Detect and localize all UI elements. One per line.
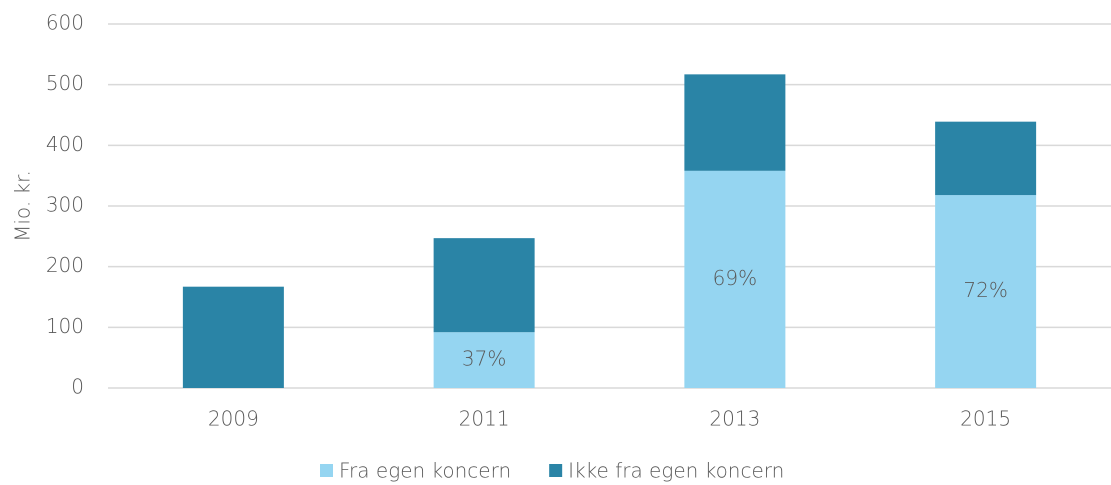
data-label: 37% bbox=[462, 347, 506, 371]
data-label: 69% bbox=[713, 266, 757, 290]
legend-label: Fra egen koncern bbox=[339, 459, 511, 483]
legend-label: Ikke fra egen koncern bbox=[568, 459, 784, 483]
bar-segment bbox=[433, 238, 535, 333]
y-tick-label: 500 bbox=[46, 71, 84, 95]
bar-segment bbox=[182, 286, 284, 388]
data-label: 72% bbox=[963, 278, 1007, 302]
bar-segment bbox=[935, 195, 1037, 388]
y-tick-label: 200 bbox=[46, 253, 84, 277]
x-tick-label: 2009 bbox=[208, 407, 259, 431]
legend-swatch bbox=[549, 464, 563, 477]
bar-segment bbox=[684, 74, 786, 171]
y-tick-label: 600 bbox=[46, 11, 84, 35]
legend-swatch bbox=[320, 464, 333, 477]
y-tick-label: 0 bbox=[71, 375, 84, 399]
x-tick-label: 2013 bbox=[709, 407, 760, 431]
y-axis-label: Mio. kr. bbox=[11, 170, 35, 242]
bar-segment bbox=[433, 332, 535, 388]
y-tick-label: 300 bbox=[46, 193, 84, 217]
y-tick-label: 100 bbox=[46, 314, 84, 338]
bar-segment bbox=[684, 170, 786, 388]
x-tick-label: 2015 bbox=[960, 407, 1011, 431]
x-tick-label: 2011 bbox=[459, 407, 510, 431]
y-tick-label: 400 bbox=[46, 132, 84, 156]
bar-segment bbox=[935, 121, 1037, 196]
